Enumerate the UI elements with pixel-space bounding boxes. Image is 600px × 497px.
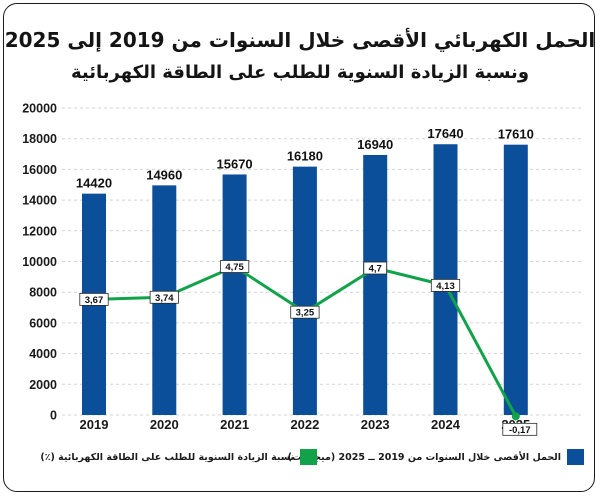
legend-label-line: نسبة الزيادة السنوية للطلب على الطاقة ال… xyxy=(40,451,294,463)
bar-value-label: 14420 xyxy=(76,176,112,191)
y-tick-label: 20000 xyxy=(22,102,57,116)
bar xyxy=(503,144,528,415)
chart-subtitle: ونسبة الزيادة السنوية للطلب على الطاقة ا… xyxy=(70,62,530,83)
y-tick-label: 16000 xyxy=(22,163,57,177)
line-value-box xyxy=(290,305,320,319)
x-tick-label: 2020 xyxy=(150,417,179,432)
legend-swatch-line xyxy=(300,449,317,465)
line-value-box xyxy=(363,261,387,275)
legend-label-bars: الحمل الأقصى خلال السنوات من 2019 ــ 202… xyxy=(288,451,561,463)
y-tick-label: 4000 xyxy=(29,347,57,361)
bar-value-label: 16940 xyxy=(357,137,393,152)
y-tick-label: 14000 xyxy=(22,194,57,208)
y-tick-label: 18000 xyxy=(22,132,57,146)
legend-swatch-bars xyxy=(567,449,584,465)
line-value-label: -0,17 xyxy=(509,425,531,436)
y-tick-label: 10000 xyxy=(22,255,57,269)
line-value-box xyxy=(219,260,250,273)
bar-value-label: 17640 xyxy=(427,126,463,141)
y-tick-label: 8000 xyxy=(29,286,57,300)
bar xyxy=(363,154,388,415)
line-value-label: 4,13 xyxy=(436,281,455,292)
line-value-box xyxy=(149,290,179,304)
x-tick-label: 2019 xyxy=(80,417,109,432)
bar-value-label: 17610 xyxy=(498,127,534,142)
line-value-box xyxy=(430,278,461,292)
line-value-label: 4,75 xyxy=(225,262,244,273)
y-tick-label: 0 xyxy=(50,409,57,423)
line-value-box xyxy=(79,292,109,306)
y-tick-label: 6000 xyxy=(29,316,57,330)
bar-value-label: 16180 xyxy=(287,149,323,164)
line-value-box xyxy=(502,422,538,436)
x-tick-label: 2021 xyxy=(220,417,249,432)
x-tick-label: 2023 xyxy=(361,417,390,432)
x-tick-label: 2024 xyxy=(431,417,461,432)
line-value-label: 4,7 xyxy=(369,264,382,275)
x-tick-label: 2022 xyxy=(290,417,319,432)
bar xyxy=(292,166,317,415)
bar-value-label: 14960 xyxy=(146,167,182,182)
bar-value-label: 15670 xyxy=(217,156,253,171)
line-value-label: 3,67 xyxy=(85,295,104,306)
line-value-label: 3,74 xyxy=(155,293,174,304)
line-value-label: 3,25 xyxy=(296,308,315,319)
legend-item-line: نسبة الزيادة السنوية للطلب على الطاقة ال… xyxy=(40,449,317,465)
chart-title: الحمل الكهربائي الأقصى خلال السنوات من 2… xyxy=(4,28,596,52)
y-tick-label: 2000 xyxy=(29,378,57,392)
y-tick-label: 12000 xyxy=(22,224,57,238)
line-point xyxy=(511,412,520,421)
legend-item-bars: الحمل الأقصى خلال السنوات من 2019 ــ 202… xyxy=(288,449,584,465)
bar xyxy=(222,174,247,415)
